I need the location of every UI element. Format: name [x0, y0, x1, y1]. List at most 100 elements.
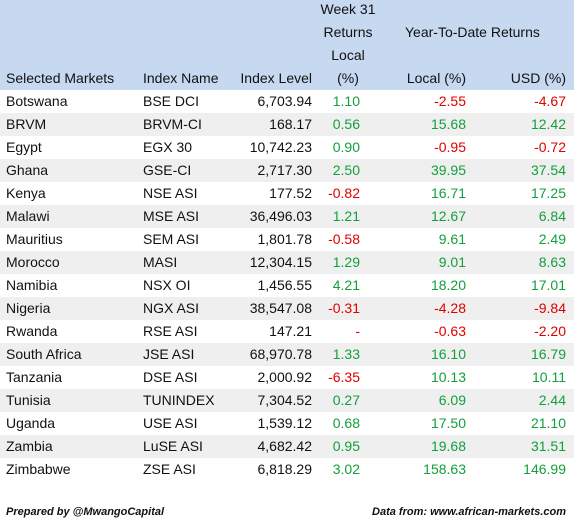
table-row: Kenya NSE ASI 177.52 -0.82 16.71 17.25 [0, 182, 574, 205]
return-value: - [355, 323, 360, 339]
index-name: NGX ASI [143, 300, 200, 316]
table-row: Rwanda RSE ASI 147.21 - -0.63 -2.20 [0, 320, 574, 343]
market-name: Ghana [6, 162, 49, 178]
index-level: 10,742.23 [249, 139, 312, 155]
return-value: -0.58 [328, 231, 360, 247]
market-name: Nigeria [6, 300, 51, 316]
return-value: 9.61 [438, 231, 466, 247]
return-value: -0.63 [434, 323, 466, 339]
table-row: Mauritius SEM ASI 1,801.78 -0.58 9.61 2.49 [0, 228, 574, 251]
return-value: 1.29 [332, 254, 360, 270]
index-name: DSE ASI [143, 369, 198, 385]
table-row: South Africa JSE ASI 68,970.78 1.33 16.10 16.… [0, 343, 574, 366]
return-value: 17.01 [530, 277, 566, 293]
index-level: 147.21 [269, 323, 312, 339]
return-value: 15.68 [430, 116, 466, 132]
table-row: Uganda USE ASI 1,539.12 0.68 17.50 21.10 [0, 412, 574, 435]
return-value: 9.01 [438, 254, 466, 270]
index-level: 12,304.15 [249, 254, 312, 270]
index-name: GSE-CI [143, 162, 192, 178]
return-value: 17.25 [530, 185, 566, 201]
table-row: Malawi MSE ASI 36,496.03 1.21 12.67 6.84 [0, 205, 574, 228]
return-value: 8.63 [538, 254, 566, 270]
market-name: Mauritius [6, 231, 63, 247]
return-value: 158.63 [423, 461, 466, 477]
table-row: Egypt EGX 30 10,742.23 0.90 -0.95 -0.72 [0, 136, 574, 159]
table-row: Namibia NSX OI 1,456.55 4.21 18.20 17.01 [0, 274, 574, 297]
table-row: Botswana BSE DCI 6,703.94 1.10 -2.55 -4.67 [0, 90, 574, 113]
index-level: 1,539.12 [257, 415, 313, 431]
market-name: Tanzania [6, 369, 63, 385]
index-level: 68,970.78 [249, 346, 312, 362]
return-value: -0.95 [434, 139, 466, 155]
index-level: 36,496.03 [249, 208, 312, 224]
return-value: 10.11 [532, 369, 566, 385]
market-name: Zambia [6, 438, 53, 454]
return-value: 16.79 [530, 346, 566, 362]
market-name: Uganda [6, 415, 56, 431]
table-row: Tanzania DSE ASI 2,000.92 -6.35 10.13 10.11 [0, 366, 574, 389]
return-value: 19.68 [430, 438, 466, 454]
return-value: 0.56 [332, 116, 360, 132]
index-level: 2,717.30 [257, 162, 313, 178]
index-name: BRVM-CI [143, 116, 202, 132]
index-level: 38,547.08 [249, 300, 312, 316]
week-header: Local [331, 47, 365, 63]
index-name: NSE ASI [143, 185, 198, 201]
market-name: Malawi [6, 208, 50, 224]
return-value: 21.10 [530, 415, 566, 431]
market-name: Botswana [6, 93, 68, 109]
table-row: Ghana GSE-CI 2,717.30 2.50 39.95 37.54 [0, 159, 574, 182]
return-value: 18.20 [430, 277, 466, 293]
return-value: 0.68 [332, 415, 360, 431]
index-name: EGX 30 [143, 139, 193, 155]
index-name: TUNINDEX [143, 392, 215, 408]
return-value: 0.90 [332, 139, 360, 155]
return-value: 4.21 [332, 277, 360, 293]
index-level: 6,818.29 [257, 461, 313, 477]
return-value: -2.20 [534, 323, 566, 339]
return-value: 1.33 [332, 346, 360, 362]
market-name: Rwanda [6, 323, 58, 339]
table-row: Morocco MASI 12,304.15 1.29 9.01 8.63 [0, 251, 574, 274]
market-name: Tunisia [6, 392, 51, 408]
index-name: LuSE ASI [143, 438, 203, 454]
return-value: -4.28 [434, 300, 466, 316]
return-value: -0.31 [328, 300, 360, 316]
index-level: 2,000.92 [257, 369, 313, 385]
return-value: 16.10 [430, 346, 466, 362]
index-name: NSX OI [143, 277, 191, 293]
return-value: 3.02 [332, 461, 360, 477]
return-value: 2.44 [538, 392, 566, 408]
index-name: RSE ASI [143, 323, 198, 339]
return-value: -2.55 [434, 93, 466, 109]
index-level: 177.52 [269, 185, 312, 201]
index-level: 168.17 [269, 116, 312, 132]
index-level: 1,801.78 [257, 231, 313, 247]
index-name: JSE ASI [143, 346, 195, 362]
week-header: Week 31 [320, 1, 376, 17]
return-value: 31.51 [530, 438, 566, 454]
market-name: South Africa [6, 346, 82, 362]
index-name: BSE DCI [143, 93, 200, 109]
index-name: MSE ASI [143, 208, 200, 224]
index-name: USE ASI [143, 415, 198, 431]
header-band [0, 0, 574, 90]
table-row: Zambia LuSE ASI 4,682.42 0.95 19.68 31.51 [0, 435, 574, 458]
return-value: 0.27 [332, 392, 360, 408]
market-name: Zimbabwe [6, 461, 71, 477]
return-value: 1.21 [332, 208, 360, 224]
return-value: 6.09 [438, 392, 466, 408]
column-header: Local (%) [406, 70, 466, 86]
return-value: -9.84 [534, 300, 566, 316]
return-value: 12.67 [430, 208, 466, 224]
week-header: (%) [337, 70, 359, 86]
table-row: Zimbabwe ZSE ASI 6,818.29 3.02 158.63 146.99 [0, 458, 574, 481]
market-name: BRVM [6, 116, 47, 132]
column-header: USD (%) [510, 70, 566, 86]
return-value: -4.67 [534, 93, 566, 109]
index-level: 4,682.42 [257, 438, 313, 454]
ytd-header: Year-To-Date Returns [405, 24, 540, 40]
market-name: Egypt [6, 139, 42, 155]
